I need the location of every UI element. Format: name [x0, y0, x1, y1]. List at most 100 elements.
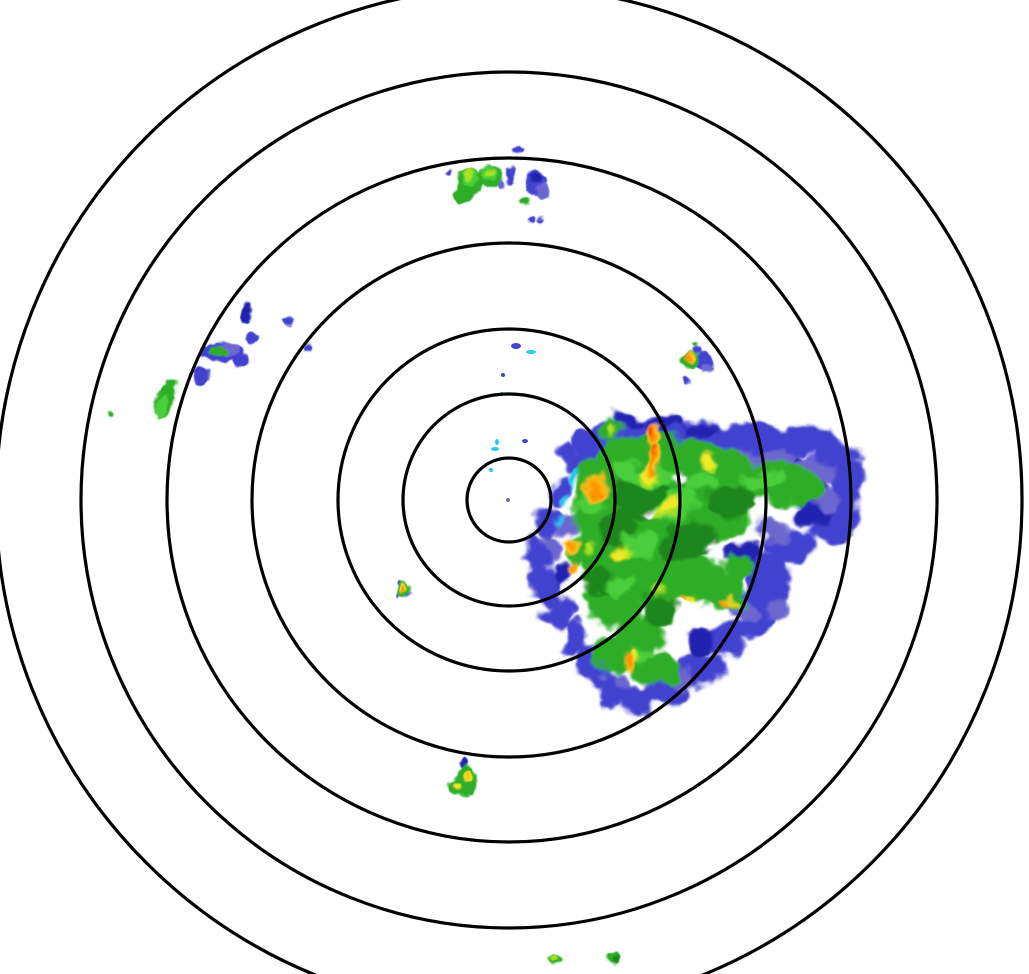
echo-patch — [683, 377, 689, 385]
echo-patch — [489, 468, 493, 472]
echo-patch — [657, 499, 677, 515]
echo-patch — [611, 956, 619, 964]
range-ring — [165, 156, 853, 844]
echo-patch — [538, 218, 544, 222]
echo-patch — [550, 955, 558, 961]
echo-patch — [652, 661, 684, 685]
echo-patch — [574, 458, 598, 482]
echo-patch — [485, 168, 495, 176]
echo-patch — [402, 587, 406, 593]
echo-patch — [595, 637, 635, 673]
echo-patch — [740, 469, 784, 489]
echo-patch — [649, 448, 655, 456]
echo-patch — [585, 543, 597, 553]
echo-patch — [454, 783, 462, 789]
echo-patch — [192, 366, 210, 384]
echo-patch — [681, 594, 687, 600]
cell-southwest — [396, 582, 411, 597]
echo-patch — [155, 394, 169, 418]
echo-patch — [616, 414, 640, 426]
echo-patch — [646, 509, 656, 517]
echo-patch — [491, 447, 499, 451]
echo-patch — [576, 428, 600, 452]
echo-patch — [507, 167, 515, 185]
cell-south — [449, 757, 477, 797]
echo-patch — [753, 498, 761, 506]
cells-north — [447, 147, 550, 223]
echo-patch — [519, 197, 529, 205]
echo-patch — [246, 333, 258, 343]
echo-patch — [282, 317, 294, 325]
echo-patch — [241, 301, 251, 325]
echo-patch — [602, 576, 630, 596]
echo-patch — [722, 599, 730, 605]
echo-patch — [707, 543, 717, 551]
echo-patch — [692, 342, 698, 346]
echo-patch — [614, 548, 628, 558]
echo-patch — [684, 629, 718, 653]
echo-patch — [609, 673, 633, 689]
echo-patch — [619, 460, 643, 480]
echo-patch — [530, 172, 542, 182]
echo-patch — [701, 364, 713, 374]
echo-patch — [546, 594, 574, 626]
cells-west — [108, 301, 313, 418]
echo-patch — [566, 542, 574, 550]
range-ring — [250, 241, 768, 759]
echo-patch — [684, 354, 692, 362]
echo-patch — [232, 353, 248, 367]
echo-patch — [697, 456, 711, 466]
echo-patch — [652, 462, 660, 472]
echo-patch — [464, 171, 474, 181]
cells-bottom-edge — [548, 952, 620, 964]
range-ring — [465, 456, 553, 544]
echo-patch — [684, 424, 720, 438]
echo-patch — [495, 439, 499, 445]
echo-patch — [501, 373, 505, 377]
range-ring — [401, 392, 617, 608]
echo-patch — [616, 686, 656, 714]
echo-patch — [717, 558, 757, 586]
echo-patch — [511, 343, 521, 349]
echo-patch — [526, 350, 536, 354]
echo-patch — [541, 534, 561, 558]
echo-patch — [548, 561, 572, 585]
echo-patch — [303, 344, 313, 352]
echo-patch — [561, 620, 589, 656]
echo-patch — [522, 439, 528, 443]
echo-patch — [645, 425, 653, 437]
echo-patch — [108, 411, 116, 417]
echo-patch — [568, 470, 578, 486]
echo-patch — [708, 487, 758, 517]
echo-patch — [209, 346, 229, 356]
echo-patch — [684, 471, 720, 491]
cell-northeast — [680, 342, 713, 385]
echo-patch — [536, 183, 550, 199]
echo-patch — [453, 188, 473, 204]
echo-patch — [563, 491, 571, 503]
echo-patch — [568, 562, 576, 574]
echo-patch — [553, 516, 559, 526]
range-ring — [336, 327, 682, 673]
echo-patch — [626, 654, 634, 666]
echo-patch — [528, 217, 536, 223]
echo-patch — [447, 169, 453, 175]
echo-patch — [513, 147, 525, 153]
echo-patch — [596, 698, 606, 708]
echo-patch — [851, 483, 863, 501]
echo-patch — [752, 519, 792, 543]
echo-patch — [591, 483, 603, 495]
echo-patch — [764, 602, 788, 622]
echo-patch — [640, 598, 680, 626]
echo-patch — [692, 346, 702, 354]
echo-patch — [581, 496, 601, 516]
echo-patch — [465, 773, 471, 779]
echo-patch — [556, 516, 576, 536]
echo-patch — [750, 555, 790, 605]
echo-patch — [608, 428, 620, 438]
